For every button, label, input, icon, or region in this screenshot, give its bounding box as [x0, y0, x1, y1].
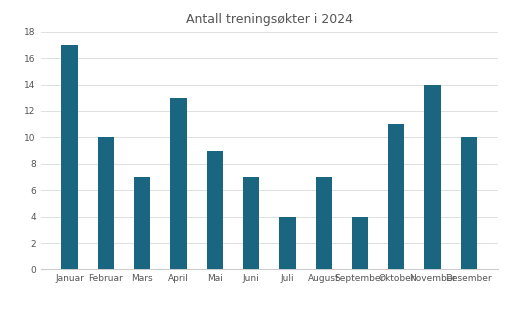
Bar — [134, 177, 150, 269]
Title: Antall treningsøkter i 2024: Antall treningsøkter i 2024 — [186, 13, 353, 26]
Bar — [207, 151, 223, 269]
Bar — [279, 217, 296, 269]
Bar — [388, 124, 404, 269]
Bar — [170, 98, 186, 269]
Bar — [424, 85, 441, 269]
Bar — [243, 177, 259, 269]
Bar — [61, 45, 78, 269]
Bar — [315, 177, 332, 269]
Bar — [461, 137, 477, 269]
Bar — [352, 217, 368, 269]
Bar — [98, 137, 114, 269]
